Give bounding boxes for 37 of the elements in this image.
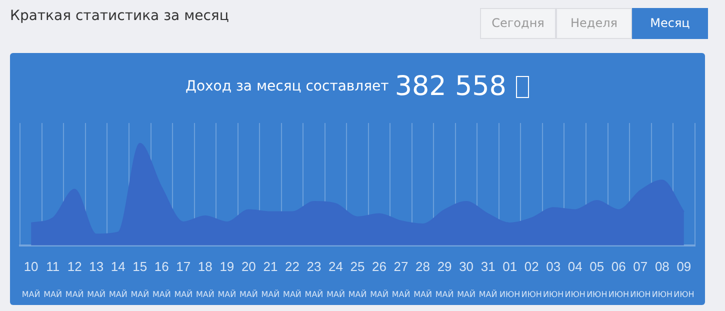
category-label: 23 МАЙ [304,258,324,300]
category-label: 09 ИЮН [674,258,694,300]
category-label: 11 МАЙ [44,258,62,300]
category-label: 13 МАЙ [87,258,106,300]
chart-title: Краткая статистика за месяц [10,8,229,24]
category-label: 16 МАЙ [152,258,171,300]
category-label: 31 МАЙ [478,258,498,300]
text: 382 558 [394,71,506,102]
category-label: 03 ИЮН [543,258,564,300]
category-label: 10 МАЙ [22,258,40,300]
chart-subtitle: Доход за месяц составляет [186,78,389,94]
category-label: 29 МАЙ [435,258,454,300]
category-label: 30 МАЙ [457,258,476,300]
category-label: 27 МАЙ [392,258,410,300]
category-label: 24 МАЙ [326,258,345,300]
category-label: 06 ИЮН [608,258,629,300]
category-label: 18 МАЙ [196,258,214,300]
category-label: 07 ИЮН [630,258,651,300]
category-label: 15 МАЙ [130,258,150,300]
text: Неделя [556,8,632,39]
category-label: 05 ИЮН [586,258,608,300]
category-label: 20 МАЙ [240,258,258,300]
text: Месяц [632,8,708,39]
category-label: 04 ИЮН [564,258,586,300]
category-label: 26 МАЙ [370,258,388,300]
category-label: 22 МАЙ [283,258,302,300]
category-label: 17 МАЙ [174,258,193,300]
category-label: 14 МАЙ [108,258,128,300]
category-label: 28 МАЙ [414,258,432,300]
category-label: 19 МАЙ [218,258,236,300]
category-label: 25 МАЙ [348,258,367,300]
text: Сегодня [480,8,556,39]
category-label: 01 ИЮН [500,258,520,300]
category-label: 02 ИЮН [521,258,542,300]
category-label: 12 МАЙ [65,258,84,300]
category-label: 08 ИЮН [652,258,672,300]
category-label: 21 МАЙ [261,258,280,300]
